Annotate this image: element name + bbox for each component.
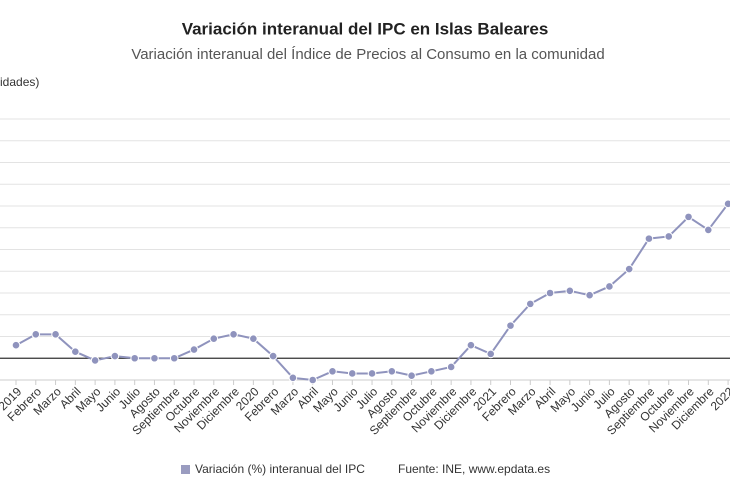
point: [407, 371, 416, 380]
point: [466, 340, 476, 350]
x-tick-label: 2022: [708, 384, 730, 413]
point: [308, 375, 318, 385]
legend-label: Variación (%) interanual del IPC: [195, 462, 365, 476]
point: [684, 212, 693, 222]
legend-swatch: [181, 465, 190, 474]
y-axis-label: idades): [0, 75, 39, 89]
point: [11, 340, 21, 350]
point: [506, 321, 515, 330]
point: [664, 232, 674, 241]
point: [31, 330, 41, 339]
point: [446, 362, 456, 372]
point: [328, 367, 337, 376]
point: [525, 299, 535, 309]
source: Fuente: INE, www.epdata.es: [398, 462, 550, 476]
point: [130, 353, 139, 363]
line: [15, 203, 729, 382]
point: [229, 330, 238, 339]
point: [249, 334, 258, 343]
point: [644, 234, 654, 243]
point: [268, 351, 278, 361]
point: [288, 373, 298, 383]
point: [150, 353, 159, 363]
point: [545, 288, 555, 298]
point: [427, 367, 436, 376]
point: [585, 290, 594, 300]
point: [169, 353, 179, 363]
point: [209, 334, 219, 343]
point: [565, 286, 575, 296]
chart-subtitle: Variación interanual del Índice de Preci…: [131, 46, 604, 63]
point: [367, 369, 377, 378]
point: [51, 330, 60, 339]
point: [90, 356, 100, 365]
point: [110, 351, 120, 361]
point: [387, 367, 397, 376]
point: [189, 345, 199, 354]
point: [704, 225, 713, 235]
point: [486, 349, 496, 359]
point: [71, 347, 80, 357]
point: [605, 282, 614, 291]
point: [624, 264, 634, 274]
point: [347, 369, 357, 378]
point: [723, 199, 730, 209]
chart-title: Variación interanual del IPC en Islas Ba…: [182, 19, 549, 38]
